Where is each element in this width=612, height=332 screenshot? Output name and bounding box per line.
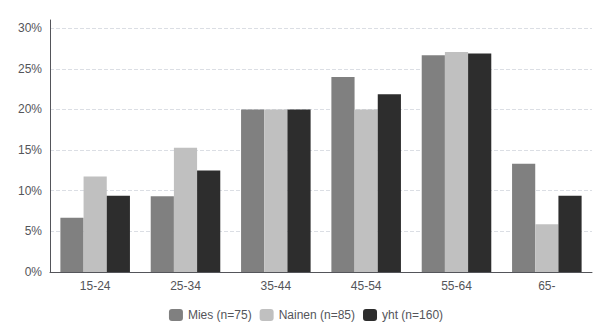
svg-text:25-34: 25-34 bbox=[170, 279, 201, 293]
svg-text:15%: 15% bbox=[18, 143, 42, 157]
svg-text:30%: 30% bbox=[18, 21, 42, 35]
svg-text:Nainen (n=85): Nainen (n=85) bbox=[279, 308, 355, 322]
svg-text:15-24: 15-24 bbox=[80, 279, 111, 293]
svg-text:45-54: 45-54 bbox=[351, 279, 382, 293]
svg-text:25%: 25% bbox=[18, 62, 42, 76]
svg-text:35-44: 35-44 bbox=[260, 279, 291, 293]
svg-text:55-64: 55-64 bbox=[441, 279, 472, 293]
svg-text:20%: 20% bbox=[18, 102, 42, 116]
svg-text:Mies (n=75): Mies (n=75) bbox=[188, 308, 252, 322]
svg-text:5%: 5% bbox=[25, 224, 43, 238]
svg-text:yht (n=160): yht (n=160) bbox=[382, 308, 443, 322]
svg-text:10%: 10% bbox=[18, 184, 42, 198]
svg-text:0%: 0% bbox=[25, 265, 43, 279]
svg-text:65-: 65- bbox=[538, 279, 555, 293]
